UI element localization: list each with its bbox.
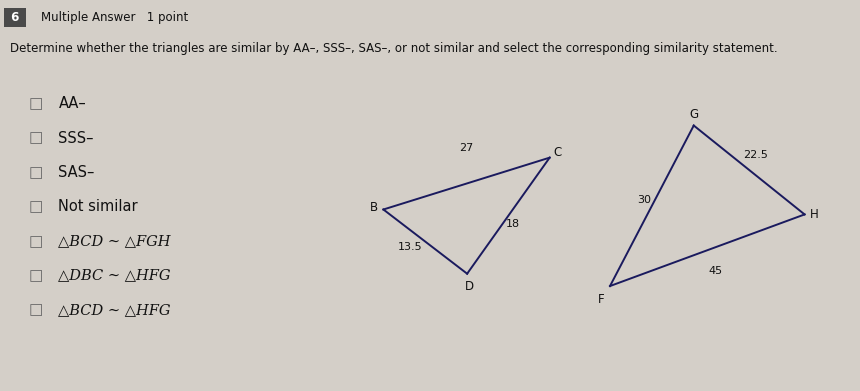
Text: 30: 30 <box>637 195 652 204</box>
Text: △DBC ∼ △HFG: △DBC ∼ △HFG <box>58 269 171 283</box>
Text: △BCD ∼ △FGH: △BCD ∼ △FGH <box>58 234 171 248</box>
Text: □: □ <box>28 96 43 111</box>
Text: 22.5: 22.5 <box>743 150 768 160</box>
Text: 18: 18 <box>506 219 519 229</box>
Text: G: G <box>689 108 698 121</box>
Text: 45: 45 <box>709 266 723 276</box>
Text: Determine whether the triangles are similar by AA–, SSS–, SAS–, or not similar a: Determine whether the triangles are simi… <box>10 42 778 56</box>
Text: □: □ <box>28 131 43 145</box>
Text: B: B <box>370 201 378 213</box>
Text: □: □ <box>28 268 43 283</box>
Text: △BCD ∼ △HFG: △BCD ∼ △HFG <box>58 303 171 317</box>
Text: C: C <box>553 146 562 159</box>
Text: □: □ <box>28 165 43 180</box>
Text: SSS–: SSS– <box>58 131 94 145</box>
Text: AA–: AA– <box>58 96 86 111</box>
Text: □: □ <box>28 303 43 317</box>
Text: SAS–: SAS– <box>58 165 95 180</box>
Text: 6: 6 <box>7 11 23 24</box>
Text: Multiple Answer   1 point: Multiple Answer 1 point <box>41 11 188 24</box>
Text: D: D <box>465 280 474 292</box>
Text: 13.5: 13.5 <box>398 242 423 251</box>
Text: □: □ <box>28 234 43 249</box>
Text: 27: 27 <box>459 143 474 153</box>
Text: □: □ <box>28 199 43 214</box>
Text: Not similar: Not similar <box>58 199 138 214</box>
Text: H: H <box>810 208 819 221</box>
Text: F: F <box>598 293 605 306</box>
